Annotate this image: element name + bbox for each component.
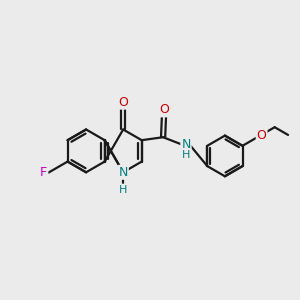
- Text: O: O: [159, 103, 169, 116]
- Text: H: H: [182, 150, 190, 161]
- Text: N: N: [181, 138, 191, 152]
- Text: F: F: [40, 166, 47, 179]
- Text: N: N: [118, 166, 128, 179]
- Text: O: O: [118, 96, 128, 109]
- Text: H: H: [119, 184, 128, 194]
- Text: O: O: [257, 129, 267, 142]
